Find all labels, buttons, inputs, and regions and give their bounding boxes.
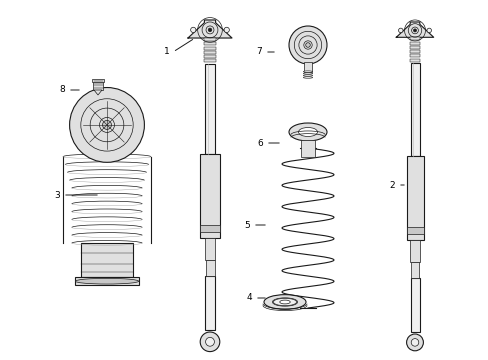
Ellipse shape [264,294,305,309]
Circle shape [224,27,229,32]
Bar [410,262,418,278]
Circle shape [305,43,310,47]
Bar [205,260,214,276]
Ellipse shape [273,298,296,306]
Bar [81,243,132,278]
Text: 1: 1 [164,48,170,57]
Bar [409,37,419,40]
Polygon shape [187,20,231,38]
Ellipse shape [288,123,326,141]
Ellipse shape [75,278,139,284]
Bar [203,42,216,45]
Bar [409,54,419,57]
Circle shape [200,332,219,352]
Circle shape [205,337,214,346]
Bar [204,64,215,154]
Text: 2: 2 [388,180,394,189]
Bar [75,278,139,285]
Bar [409,46,419,49]
Polygon shape [395,22,433,37]
Bar [409,240,419,262]
Circle shape [208,28,211,32]
Circle shape [69,87,144,162]
Bar [200,154,220,238]
Ellipse shape [303,73,312,74]
Text: 7: 7 [256,48,262,57]
Text: 4: 4 [246,293,251,302]
Circle shape [398,28,402,33]
Ellipse shape [303,75,312,76]
Text: 3: 3 [54,190,60,199]
Bar [406,227,423,234]
Bar [203,51,216,54]
Bar [409,63,419,156]
Text: 8: 8 [59,85,65,94]
Circle shape [410,339,418,346]
Bar [203,55,216,58]
Bar [409,278,419,332]
Bar [301,140,314,157]
Bar [204,276,215,330]
Bar [409,50,419,53]
Ellipse shape [303,71,312,72]
Circle shape [406,334,423,351]
Bar [92,79,104,82]
Circle shape [102,121,111,129]
Bar [406,156,423,240]
Ellipse shape [298,127,317,136]
Bar [203,46,216,50]
Bar [409,59,419,62]
Bar [203,38,216,41]
Bar [204,238,215,260]
Circle shape [190,27,196,32]
Circle shape [288,26,326,64]
Polygon shape [94,90,102,95]
Bar [304,62,311,72]
Circle shape [413,29,416,32]
Bar [93,80,103,90]
Ellipse shape [279,300,290,304]
Text: 5: 5 [244,220,249,230]
Bar [203,59,216,62]
Text: 6: 6 [257,139,263,148]
Bar [200,225,220,232]
Circle shape [426,28,430,33]
Ellipse shape [303,77,312,78]
Bar [409,41,419,45]
